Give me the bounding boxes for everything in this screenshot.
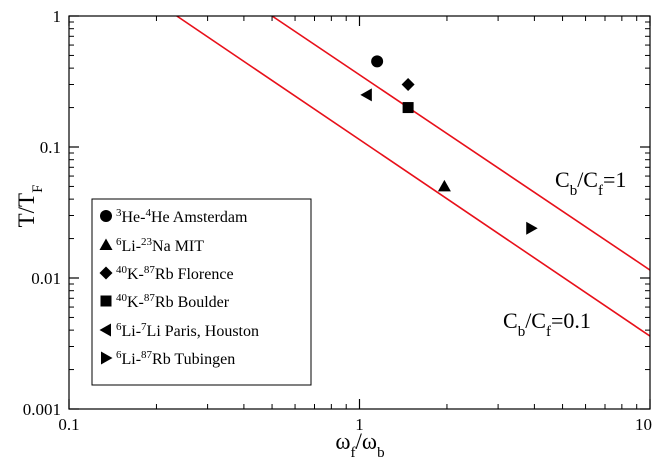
plot-frame: [68, 15, 651, 410]
legend-marker-li_rb: [101, 351, 113, 365]
legend-k-rb-florence-b: Rb Florence: [155, 266, 234, 283]
legend-item-li-rb: 6Li-87Rb Tubingen: [116, 349, 235, 368]
data-markers: [360, 55, 538, 235]
line-label-cb1-value: =1: [603, 167, 626, 192]
line-label-cb1-sub-b: b: [570, 183, 578, 199]
legend-li-na-sup2: 23: [141, 236, 153, 248]
legend-he-b: He Amsterdam: [151, 209, 248, 226]
y-axis-label-main: T/T: [14, 193, 39, 228]
x-axis-label-sub-b: b: [377, 445, 385, 461]
x-tick-label: 1: [355, 415, 364, 434]
data-point-he: [371, 55, 384, 68]
data-point-li_rb: [526, 221, 538, 235]
legend-k-rb-florence-a: K-: [127, 266, 144, 283]
legend-k-rb-boulder-sup1: 40: [116, 292, 128, 304]
legend-li-li-a: Li-: [122, 323, 142, 340]
x-axis-label-omega-f: ω: [335, 429, 350, 454]
data-point-li_na: [437, 179, 451, 192]
legend-li-li-sup2: 7: [141, 321, 147, 333]
legend-li-rb-b: Rb Tubingen: [152, 351, 235, 368]
x-tick-label: 0.1: [58, 415, 79, 434]
legend-li-na-b: Na MIT: [152, 238, 204, 255]
legend-markers: [99, 210, 113, 365]
legend-k-rb-boulder-b: Rb Boulder: [155, 294, 230, 311]
line-label-cb1-c2: /C: [577, 167, 598, 192]
legend-k-rb-florence-sup1: 40: [116, 264, 128, 276]
legend-marker-li_li: [99, 323, 111, 337]
legend-li-rb-sup1: 6: [116, 349, 122, 361]
legend-item-li-li: 6Li-7Li Paris, Houston: [116, 321, 259, 340]
legend-item-k-rb-boulder: 40K-87Rb Boulder: [116, 292, 230, 311]
legend-li-rb-sup2: 87: [141, 349, 153, 361]
line-label-cb1: Cb/Cf=1: [555, 167, 626, 199]
reference-line-cb01: [176, 16, 650, 337]
line-label-cb01-c2: /C: [525, 308, 546, 333]
x-axis-label-omega-b: /ω: [356, 429, 378, 454]
legend-li-na-a: Li-: [122, 238, 142, 255]
y-axis-label-sub: F: [30, 185, 46, 193]
legend-marker-he: [100, 210, 112, 222]
line-label-cb01-sub-f: f: [546, 324, 551, 340]
y-tick-label: 0.001: [23, 400, 61, 419]
data-point-li_li: [360, 88, 372, 102]
y-tick-label: 1: [53, 7, 62, 26]
legend-item-k-rb-florence: 40K-87Rb Florence: [116, 264, 234, 283]
line-label-cb01-c: C: [503, 308, 518, 333]
line-label-cb1-sub-f: f: [598, 183, 603, 199]
line-label-cb01-sub-b: b: [518, 324, 526, 340]
data-point-k_rb_florence: [401, 77, 415, 91]
legend-box: [91, 198, 312, 386]
x-tick-label: 10: [635, 415, 652, 434]
data-point-k_rb_boulder: [402, 102, 414, 114]
line-label-cb1-c: C: [555, 167, 570, 192]
x-axis-label: ωf/ωb: [335, 429, 384, 461]
legend-li-rb-a: Li-: [122, 351, 142, 368]
legend-li-li-b: Li Paris, Houston: [147, 323, 259, 340]
legend-li-li-sup1: 6: [116, 321, 122, 333]
reference-lines: [176, 16, 650, 337]
legend: 3He-4He Amsterdam 6Li-23Na MIT 40K-87Rb …: [91, 198, 312, 386]
legend-k-rb-boulder-sup2: 87: [144, 292, 156, 304]
line-label-cb01-value: =0.1: [551, 308, 591, 333]
y-axis-label: T/TF: [14, 185, 46, 228]
legend-k-rb-boulder-a: K-: [127, 294, 144, 311]
legend-item-li-na: 6Li-23Na MIT: [116, 236, 204, 255]
legend-he-a: He-: [122, 209, 146, 226]
legend-item-he: 3He-4He Amsterdam: [116, 207, 248, 226]
legend-he-sup1: 3: [116, 207, 122, 219]
x-axis-label-sub-f: f: [351, 445, 356, 461]
legend-k-rb-florence-sup2: 87: [144, 264, 156, 276]
legend-marker-k_rb_boulder: [100, 295, 112, 307]
line-label-cb01: Cb/Cf=0.1: [503, 308, 591, 340]
legend-marker-li_na: [99, 238, 113, 250]
y-tick-label: 0.1: [40, 138, 61, 157]
legend-marker-k_rb_florence: [99, 266, 113, 280]
legend-li-na-sup1: 6: [116, 236, 122, 248]
legend-he-sup2: 4: [145, 207, 151, 219]
reference-line-cb1: [271, 16, 650, 271]
axis-ticks: 0.1 1 10 0.001 0.01 0.1 1: [23, 7, 652, 434]
y-tick-label: 0.01: [31, 269, 61, 288]
